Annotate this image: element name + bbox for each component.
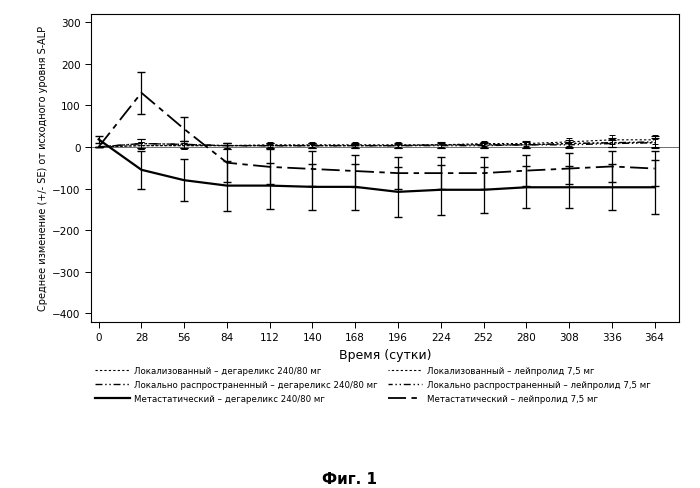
Legend: Локализованный – дегареликс 240/80 мг, Локально распространенный – дегареликс 24: Локализованный – дегареликс 240/80 мг, Л… <box>95 366 650 403</box>
Y-axis label: Среднее изменение (+/- SE) от исходного уровня S-ALP: Среднее изменение (+/- SE) от исходного … <box>38 26 48 311</box>
Text: Фиг. 1: Фиг. 1 <box>323 470 377 486</box>
X-axis label: Время (сутки): Время (сутки) <box>339 348 431 361</box>
